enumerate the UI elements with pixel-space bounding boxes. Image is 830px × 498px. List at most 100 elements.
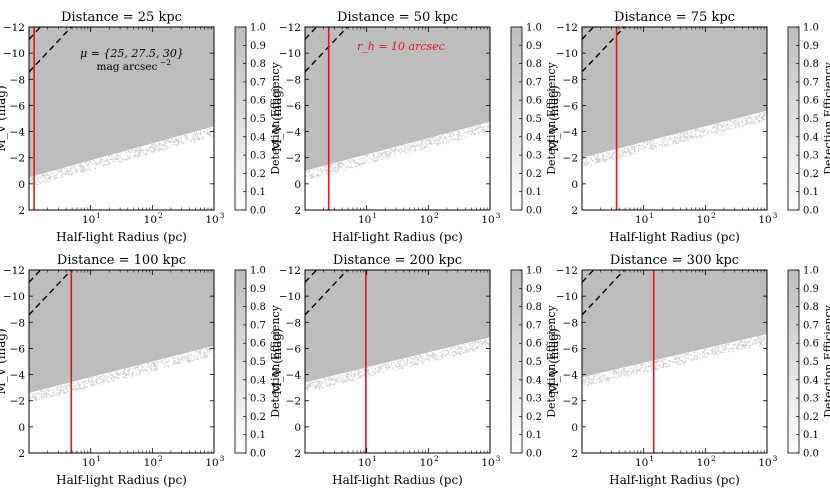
colorbar-tick-label: 0.3	[803, 394, 819, 405]
x-axis-label: Half-light Radius (pc)	[609, 230, 740, 244]
surface-brightness-exponent: −2	[160, 58, 171, 67]
detection-region	[305, 27, 490, 171]
colorbar-tick-label: 0.2	[526, 412, 542, 423]
y-tick-label: −4	[10, 370, 26, 382]
y-tick-label: −8	[10, 317, 25, 329]
y-tick-label: −8	[286, 317, 301, 329]
colorbar-tick-label: 0.3	[250, 394, 266, 405]
y-tick-label: −2	[10, 396, 25, 408]
y-tick-label: 0	[294, 179, 301, 191]
y-tick-label: −8	[563, 317, 578, 329]
colorbar-tick-label: 0.8	[526, 302, 542, 313]
y-tick-label: −12	[556, 265, 578, 277]
x-tick-exponent: 3	[496, 454, 501, 463]
x-tick-label: 10	[758, 214, 771, 226]
x-tick-label: 10	[697, 214, 710, 226]
colorbar-tick-label: 0.2	[250, 412, 266, 423]
y-tick-label: −12	[3, 22, 25, 34]
angular-size-label: r_h = 10 arcsec	[357, 40, 445, 53]
colorbar-tick-label: 1.0	[803, 266, 819, 277]
panel-title: Distance = 25 kpc	[61, 10, 182, 25]
x-tick-label: 10	[697, 457, 710, 469]
surface-brightness-line	[582, 27, 626, 73]
plot-frame	[304, 269, 491, 454]
y-tick-label: −4	[286, 127, 302, 139]
y-tick-label: −6	[10, 100, 26, 112]
colorbar-tick-label: 0.2	[803, 412, 819, 423]
colorbar-tick-label: 0.3	[250, 151, 266, 162]
x-tick-exponent: 2	[158, 454, 163, 463]
x-tick-exponent: 2	[711, 454, 716, 463]
detection-speckles	[582, 111, 767, 166]
colorbar-label: Detection Efficiency	[269, 61, 282, 174]
plot-area	[305, 270, 490, 453]
x-tick-exponent: 3	[220, 454, 225, 463]
x-axis-label: Half-light Radius (pc)	[332, 230, 463, 244]
x-axis-label: Half-light Radius (pc)	[332, 473, 463, 487]
y-tick-label: −2	[563, 396, 578, 408]
x-tick-exponent: 1	[649, 454, 654, 463]
y-tick-label: −10	[3, 291, 25, 303]
plot-frame	[581, 269, 768, 454]
colorbar-tick-label: 1.0	[526, 23, 542, 34]
x-tick-label: 10	[82, 457, 95, 469]
x-tick-label: 10	[205, 457, 218, 469]
y-tick-label: −10	[279, 48, 301, 60]
y-axis-label: M_V (mag)	[0, 85, 8, 151]
colorbar-tick-label: 1.0	[250, 23, 266, 34]
colorbar-tick-label: 0.6	[526, 339, 542, 350]
y-tick-label: −6	[286, 100, 302, 112]
colorbar-tick-label: 0.2	[803, 169, 819, 180]
colorbar-tick-label: 0.9	[803, 284, 819, 295]
plot-area	[582, 270, 767, 453]
colorbar-tick-label: 0.1	[803, 187, 819, 198]
x-tick-label: 10	[420, 457, 433, 469]
colorbar-tick-label: 0.9	[526, 284, 542, 295]
y-tick-label: −2	[286, 153, 301, 165]
y-tick-label: −8	[563, 74, 578, 86]
y-tick-label: −10	[556, 291, 578, 303]
colorbar-tick-label: 0.0	[250, 449, 266, 460]
colorbar-tick-label: 0.3	[526, 394, 542, 405]
detection-region	[29, 270, 214, 393]
x-tick-exponent: 2	[158, 211, 163, 220]
colorbar-tick-label: 0.5	[526, 114, 542, 125]
x-tick-label: 10	[635, 457, 648, 469]
y-tick-label: −6	[286, 343, 302, 355]
x-tick-label: 10	[144, 457, 157, 469]
colorbar-tick-label: 0.5	[803, 114, 819, 125]
x-tick-exponent: 2	[711, 211, 716, 220]
y-axis-label: M_V (mag)	[0, 328, 8, 394]
colorbar-tick-label: 0.8	[803, 59, 819, 70]
colorbar-tick-label: 0.7	[803, 320, 819, 331]
y-tick-label: 0	[18, 179, 25, 191]
colorbar-tick-label: 0.0	[803, 449, 819, 460]
y-tick-label: 2	[571, 205, 578, 217]
y-axis-label: M_V (mag)	[270, 85, 284, 151]
plot-frame	[28, 269, 215, 454]
y-tick-label: 0	[571, 179, 578, 191]
colorbar-label: Detection Efficiency	[545, 304, 558, 417]
plot-area	[582, 27, 767, 210]
surface-brightness-line	[582, 270, 626, 316]
colorbar-tick-label: 0.0	[250, 206, 266, 217]
colorbar-tick-label: 0.5	[250, 357, 266, 368]
plot-area	[29, 270, 214, 453]
x-tick-exponent: 1	[372, 211, 377, 220]
colorbar-tick-label: 0.0	[526, 449, 542, 460]
x-tick-label: 10	[205, 214, 218, 226]
colorbar-tick-label: 0.1	[250, 187, 266, 198]
y-tick-label: −12	[279, 265, 301, 277]
x-tick-exponent: 3	[773, 211, 778, 220]
y-tick-label: −6	[563, 343, 579, 355]
y-tick-label: 0	[294, 422, 301, 434]
y-tick-label: −12	[556, 22, 578, 34]
surface-brightness-line	[29, 270, 73, 316]
x-tick-exponent: 1	[96, 211, 101, 220]
x-tick-label: 10	[420, 214, 433, 226]
colorbar-label: Detection Efficiency	[269, 304, 282, 417]
colorbar-tick-label: 0.0	[526, 206, 542, 217]
detection-region	[305, 270, 490, 383]
detection-region	[582, 27, 767, 158]
y-tick-label: −12	[279, 22, 301, 34]
